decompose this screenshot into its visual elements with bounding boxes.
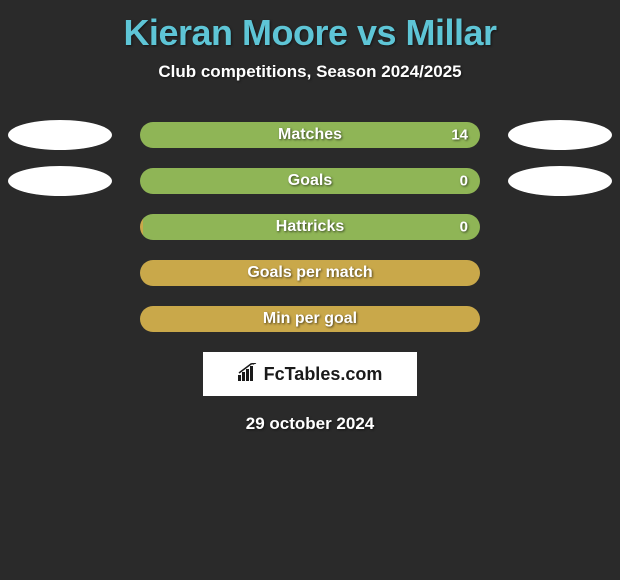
stat-bar: Min per goal bbox=[140, 306, 480, 332]
stat-value-right: 14 bbox=[451, 127, 468, 144]
subtitle: Club competitions, Season 2024/2025 bbox=[0, 62, 620, 82]
date-text: 29 october 2024 bbox=[0, 414, 620, 434]
player-avatar-left bbox=[8, 120, 112, 150]
logo-box[interactable]: FcTables.com bbox=[203, 352, 417, 396]
stat-label: Min per goal bbox=[263, 310, 357, 328]
player-avatar-right bbox=[508, 166, 612, 196]
stats-area: Matches 14 Goals 0 Hattricks 0 Goals per match… bbox=[0, 122, 620, 332]
chart-icon bbox=[238, 363, 260, 386]
stat-label: Matches bbox=[278, 126, 342, 144]
stat-bar: Matches 14 bbox=[140, 122, 480, 148]
stat-value-right: 0 bbox=[460, 219, 468, 236]
stat-bar: Goals 0 bbox=[140, 168, 480, 194]
stat-label: Goals bbox=[288, 172, 332, 190]
logo-text: FcTables.com bbox=[264, 364, 383, 385]
stat-value-right: 0 bbox=[460, 173, 468, 190]
player-avatar-right bbox=[508, 120, 612, 150]
stat-bar: Goals per match bbox=[140, 260, 480, 286]
stat-row: Hattricks 0 bbox=[0, 214, 620, 240]
stat-label: Goals per match bbox=[247, 264, 372, 282]
stat-row: Goals per match bbox=[0, 260, 620, 286]
stat-row: Goals 0 bbox=[0, 168, 620, 194]
stat-row: Min per goal bbox=[0, 306, 620, 332]
player-avatar-left bbox=[8, 166, 112, 196]
logo: FcTables.com bbox=[238, 363, 383, 386]
stat-row: Matches 14 bbox=[0, 122, 620, 148]
page-title: Kieran Moore vs Millar bbox=[0, 0, 620, 54]
stat-label: Hattricks bbox=[276, 218, 344, 236]
stat-bar: Hattricks 0 bbox=[140, 214, 480, 240]
